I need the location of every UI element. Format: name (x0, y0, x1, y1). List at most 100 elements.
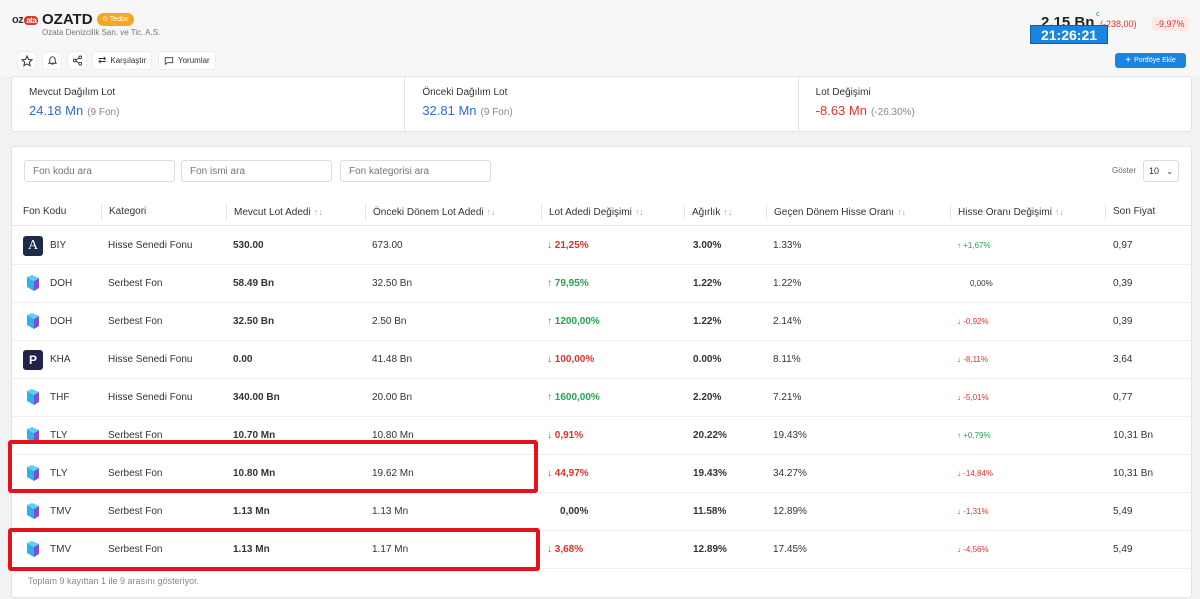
column-header[interactable]: Kategori (101, 205, 146, 219)
company-logo: oz ata (12, 14, 39, 26)
previous-lot: 41.48 Bn (372, 354, 413, 365)
fund-logo-icon (23, 426, 43, 446)
last-price: 5,49 (1113, 506, 1133, 517)
fund-logo-icon (23, 540, 43, 560)
fund-logo-icon (23, 388, 43, 408)
share-ratio-change-value: -8,11% (963, 355, 988, 364)
current-lot: 530.00 (233, 240, 264, 251)
fund-code[interactable]: TLY (50, 468, 68, 479)
lot-change: 0,00% (560, 493, 588, 531)
stat-previous-lot: Önceki Dağılım Lot 32.81 Mn (9 Fon) (405, 77, 799, 131)
table-row[interactable]: TMV Serbest Fon 1.13 Mn 1.17 Mn ↓ 3,68% 12.89… (12, 531, 1191, 569)
share-ratio-change: ↓ -5,01% (957, 379, 989, 417)
table-row[interactable]: P KHA Hisse Senedi Fonu 0.00 41.48 Bn ↓ 100,0… (12, 341, 1191, 379)
weight: 12.89% (693, 544, 727, 555)
previous-share-ratio: 2.14% (773, 316, 802, 327)
stock-header: oz ata OZATD ⊙ Tedbir Ozata Denizcilik Sa… (0, 0, 1200, 76)
table-row[interactable]: TLY Serbest Fon 10.80 Mn 19.62 Mn ↓ 44,97% 19… (12, 455, 1191, 493)
page-size-select[interactable]: 10 ⌄ (1143, 160, 1179, 182)
share-ratio-change-value: -0,92% (963, 317, 989, 326)
fund-logo-icon: P (23, 350, 43, 370)
weight: 2.20% (693, 392, 722, 403)
stat-value: 32.81 Mn (9 Fon) (422, 103, 797, 118)
fund-category: Serbest Fon (108, 468, 163, 479)
share-button[interactable] (67, 51, 87, 70)
trend-arrow-icon: ↓ (957, 393, 964, 402)
share-ratio-change: ↓ -4,56% (957, 531, 989, 569)
previous-share-ratio: 1.22% (773, 278, 802, 289)
lot-change-value: 0,00% (560, 506, 589, 517)
fund-category: Serbest Fon (108, 506, 163, 517)
last-price: 0,97 (1113, 240, 1133, 251)
comments-label: Yorumlar (178, 56, 210, 65)
column-header[interactable]: Mevcut Lot Adedi ↑↓ (226, 205, 323, 219)
weight: 3.00% (693, 240, 722, 251)
sort-icon: ↑↓ (486, 207, 496, 217)
add-portfolio-button[interactable]: + Portföye Ekle (1115, 53, 1186, 68)
column-header[interactable]: Ağırlık ↑↓ (684, 205, 732, 219)
previous-lot: 1.13 Mn (372, 506, 409, 517)
last-price: 0,77 (1113, 392, 1133, 403)
fund-category: Serbest Fon (108, 278, 163, 289)
ticker-symbol: OZATD (42, 11, 93, 28)
previous-lot: 32.50 Bn (372, 278, 413, 289)
fund-code[interactable]: TMV (50, 506, 72, 517)
column-header[interactable]: Geçen Dönem Hisse Oranı ↑↓ (766, 205, 906, 219)
fund-code[interactable]: BIY (50, 240, 67, 251)
column-header[interactable]: Hisse Oranı Değişimi ↑↓ (950, 205, 1064, 219)
share-ratio-change-value: +1,67% (963, 241, 991, 250)
star-icon (21, 54, 33, 67)
trend-arrow-icon: ↓ (547, 354, 555, 365)
column-header[interactable]: Son Fiyat (1105, 205, 1155, 219)
fund-code[interactable]: THF (50, 392, 70, 403)
fund-name-search-input[interactable] (181, 160, 332, 182)
compare-button[interactable]: ⇄ Karşılaştır (92, 51, 153, 70)
fund-code[interactable]: KHA (50, 354, 71, 365)
column-header[interactable]: Fon Kodu (19, 198, 66, 226)
fund-logo-icon (23, 502, 43, 522)
fund-category: Hisse Senedi Fonu (108, 240, 193, 251)
alarm-button[interactable] (42, 51, 62, 70)
company-name: Ozata Denizcilik San. ve Tic. A.S. (42, 28, 161, 37)
table-row[interactable]: DOH Serbest Fon 32.50 Bn 2.50 Bn ↑ 1200,00% 1… (12, 303, 1191, 341)
trend-arrow-icon: ↓ (547, 544, 555, 555)
column-header[interactable]: Önceki Dönem Lot Adedi ↑↓ (365, 205, 496, 219)
share-ratio-change: ↑ +1,67% (957, 227, 991, 265)
fund-category-search-input[interactable] (340, 160, 491, 182)
column-header-label: Geçen Dönem Hisse Oranı (774, 207, 895, 218)
stat-number: -8.63 Mn (815, 103, 867, 118)
trend-arrow-icon: ↓ (957, 469, 964, 478)
fund-code[interactable]: DOH (50, 316, 73, 327)
table-row[interactable]: TMV Serbest Fon 1.13 Mn 1.13 Mn 0,00% 11.58% 1… (12, 493, 1191, 531)
fund-category: Hisse Senedi Fonu (108, 354, 193, 365)
fund-logo-icon: A (23, 236, 43, 256)
table-row[interactable]: THF Hisse Senedi Fonu 340.00 Bn 20.00 Bn ↑ 1… (12, 379, 1191, 417)
fund-code-search-input[interactable] (24, 160, 175, 182)
table-row[interactable]: DOH Serbest Fon 58.49 Bn 32.50 Bn ↑ 79,95% 1.… (12, 265, 1191, 303)
trend-arrow-icon: ↓ (957, 545, 964, 554)
column-header-label: Ağırlık (692, 207, 721, 218)
highlight-box (8, 528, 540, 571)
lot-change: ↓ 100,00% (547, 341, 594, 379)
lot-change-value: 21,25% (554, 240, 589, 251)
previous-lot: 10.80 Mn (372, 430, 414, 441)
share-ratio-change-value: +0,79% (963, 431, 991, 440)
warning-icon: ⊙ (102, 16, 110, 23)
previous-share-ratio: 17.45% (773, 544, 807, 555)
table-row[interactable]: TLY Serbest Fon 10.70 Mn 10.80 Mn ↓ 0,91% 20.… (12, 417, 1191, 455)
table-row[interactable]: A BIY Hisse Senedi Fonu 530.00 673.00 ↓ 21,25… (12, 227, 1191, 265)
column-header-label: Son Fiyat (1113, 206, 1156, 217)
fund-code[interactable]: TMV (50, 544, 72, 555)
fund-code[interactable]: DOH (50, 278, 73, 289)
status-badge: ⊙ Tedbir (97, 13, 134, 26)
stat-label: Lot Değişimi (815, 87, 871, 98)
favorite-button[interactable] (17, 51, 37, 70)
share-ratio-change: ↓ -14,84% (957, 455, 993, 493)
fund-code[interactable]: TLY (50, 430, 68, 441)
previous-lot: 2.50 Bn (372, 316, 407, 327)
sort-icon: ↑↓ (634, 207, 644, 217)
plus-icon: + (1125, 55, 1132, 66)
column-header[interactable]: Lot Adedi Değişimi ↑↓ (541, 205, 644, 219)
share-ratio-change: ↓ -0,92% (957, 303, 989, 341)
comments-button[interactable]: Yorumlar (158, 51, 216, 70)
